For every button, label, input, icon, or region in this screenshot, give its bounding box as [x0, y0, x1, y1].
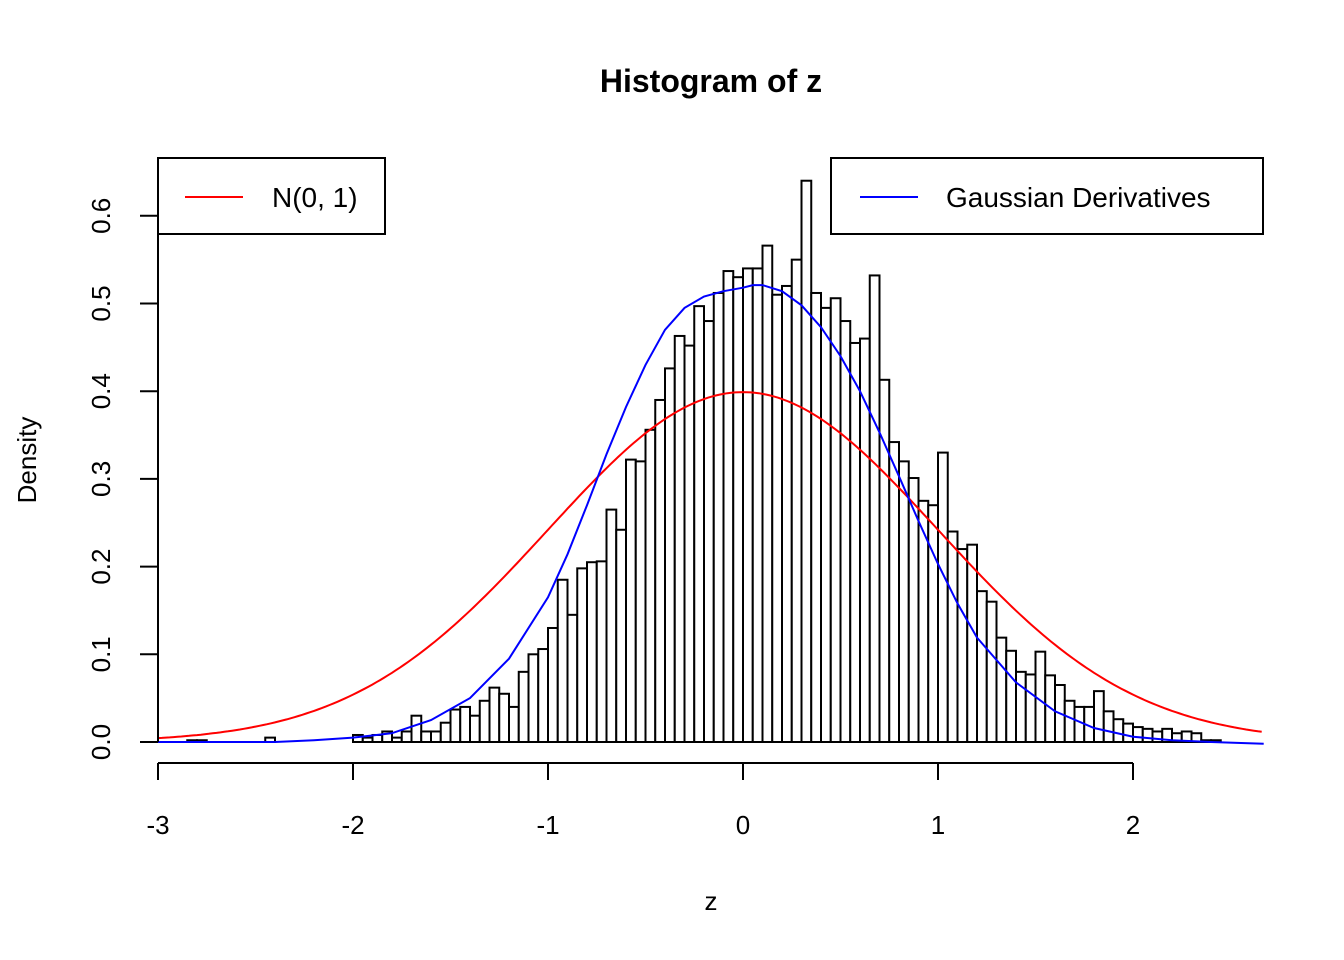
histogram-bar — [508, 705, 520, 743]
y-tick-label: 0.4 — [86, 373, 116, 409]
histogram-bars — [186, 179, 1222, 744]
histogram-bar — [927, 504, 939, 743]
x-tick-label: -2 — [341, 810, 364, 840]
histogram-bar — [1151, 730, 1164, 744]
histogram-bar — [1024, 673, 1037, 744]
legend-gaussian-derivatives-label: Gaussian Derivatives — [946, 182, 1211, 213]
histogram-bar — [849, 341, 861, 743]
histogram-bar — [703, 320, 715, 743]
normal-curve — [157, 391, 1262, 740]
histogram-bar — [654, 398, 666, 743]
histogram-bar — [400, 730, 413, 744]
histogram-bar — [527, 653, 540, 743]
x-axis-label: z — [705, 886, 718, 916]
histogram-bar — [673, 334, 686, 743]
histogram-bar — [615, 528, 627, 743]
histogram-bar — [1141, 727, 1154, 743]
density-curves — [157, 284, 1264, 745]
histogram-bar — [956, 548, 969, 743]
histogram-bar — [800, 179, 813, 744]
y-axis: 0.0 0.1 0.2 0.3 0.4 0.5 0.6 — [86, 198, 159, 760]
histogram-bar — [439, 721, 452, 743]
histogram-bar — [586, 561, 598, 744]
x-tick-label: -1 — [536, 810, 559, 840]
histogram-bar — [868, 274, 881, 743]
histogram-bar — [644, 428, 657, 743]
histogram-bar — [985, 600, 998, 743]
histogram-bar — [1122, 722, 1134, 744]
histogram-bar — [810, 291, 822, 743]
histogram-bar — [664, 367, 676, 743]
histogram-bar — [537, 648, 549, 744]
histogram-bar — [1073, 705, 1086, 743]
gaussian-derivatives-curve — [158, 284, 1264, 745]
histogram-bar — [634, 460, 647, 743]
y-axis-label: Density — [12, 417, 42, 504]
histogram-bar — [693, 305, 705, 743]
x-tick-label: 2 — [1126, 810, 1140, 840]
histogram-bar — [722, 270, 735, 743]
histogram-bar — [410, 714, 423, 744]
histogram-bar — [820, 306, 832, 743]
histogram-bar — [517, 670, 530, 744]
histogram-bar — [937, 451, 949, 743]
histogram-bar — [732, 276, 744, 743]
histogram-bar — [761, 244, 774, 743]
chart-title: Histogram of z — [600, 63, 822, 99]
histogram-bar — [742, 267, 754, 743]
y-tick-label: 0.2 — [86, 549, 116, 585]
histogram-bar — [771, 293, 783, 743]
histogram-bar — [829, 297, 842, 743]
histogram-bar — [625, 458, 637, 743]
x-tick-label: 1 — [931, 810, 945, 840]
histogram-bar — [790, 258, 803, 743]
histogram-bar — [1102, 710, 1115, 743]
histogram-bar — [859, 337, 871, 743]
x-axis: -3 -2 -1 0 1 2 — [146, 762, 1140, 840]
histogram-bar — [478, 699, 491, 744]
histogram-bar — [595, 560, 608, 744]
y-tick-label: 0.5 — [86, 285, 116, 321]
y-tick-label: 0.1 — [86, 636, 116, 672]
y-tick-label: 0.3 — [86, 461, 116, 497]
histogram-bar — [1063, 699, 1076, 744]
histogram-bar — [469, 714, 481, 744]
histogram-bar — [391, 736, 403, 743]
histogram-bar — [566, 613, 579, 744]
histogram-bar — [976, 590, 988, 743]
histogram-bar — [488, 686, 501, 743]
histogram-bar — [430, 730, 442, 744]
histogram-bar — [898, 460, 910, 743]
histogram-bar — [459, 705, 471, 743]
x-tick-label: 0 — [736, 810, 750, 840]
histogram-bar — [839, 320, 852, 743]
histogram-bar — [946, 530, 959, 744]
histogram-bar — [556, 578, 569, 743]
histogram-bar — [751, 267, 764, 743]
y-tick-label: 0.0 — [86, 724, 116, 760]
histogram-bar — [498, 692, 510, 744]
histogram-bar — [1005, 649, 1017, 743]
histogram-bar — [449, 708, 462, 744]
histogram-bar — [361, 736, 374, 743]
histogram-bar — [712, 291, 725, 743]
x-tick-label: -3 — [146, 810, 169, 840]
legend-gaussian-derivatives: Gaussian Derivatives — [830, 157, 1264, 235]
legend-normal-label: N(0, 1) — [272, 182, 358, 213]
histogram-bar — [576, 567, 588, 743]
y-tick-label: 0.6 — [86, 198, 116, 234]
histogram-bar — [1132, 726, 1144, 744]
histogram-bar — [995, 636, 1008, 744]
histogram-bar — [547, 626, 559, 743]
histogram-bar — [605, 508, 618, 743]
histogram-bar — [1112, 718, 1125, 743]
histogram-bar — [781, 284, 793, 743]
histogram-bar — [420, 730, 432, 744]
histogram-bar — [1093, 690, 1105, 743]
legend-normal: N(0, 1) — [157, 157, 386, 235]
histogram-bar — [966, 543, 978, 743]
